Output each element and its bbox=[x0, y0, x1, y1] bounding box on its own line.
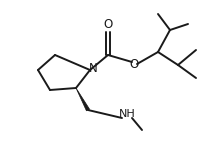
Text: NH: NH bbox=[119, 109, 135, 119]
Text: O: O bbox=[129, 57, 139, 71]
Polygon shape bbox=[76, 88, 89, 111]
Text: O: O bbox=[103, 18, 113, 32]
Text: N: N bbox=[89, 63, 97, 75]
